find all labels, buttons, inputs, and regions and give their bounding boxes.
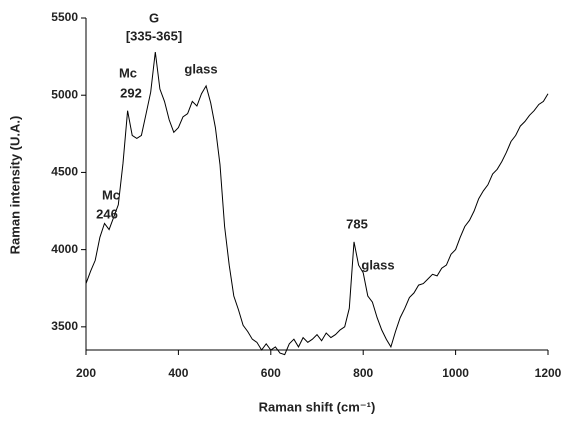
x-tick-label: 1200: [535, 366, 562, 380]
y-tick-label: 4500: [51, 165, 78, 179]
x-tick-label: 1000: [442, 366, 469, 380]
x-tick-label: 800: [353, 366, 373, 380]
annotation: [335-365]: [126, 28, 182, 43]
annotation: 246: [96, 206, 118, 221]
y-tick-label: 5500: [51, 10, 78, 24]
annotation: 785: [346, 216, 368, 231]
y-axis-title: Raman intensity (U.A.): [7, 116, 22, 255]
annotation: 292: [120, 85, 142, 100]
x-axis-title: Raman shift (cm⁻¹): [259, 399, 376, 414]
y-tick-label: 4000: [51, 242, 78, 256]
annotation: Mc: [119, 65, 137, 80]
annotation: Mc: [102, 187, 120, 202]
x-tick-label: 600: [261, 366, 281, 380]
spectrum-line: [85, 51, 549, 356]
annotation: glass: [184, 61, 217, 76]
y-tick-label: 3500: [51, 319, 78, 333]
x-tick-label: 200: [76, 366, 96, 380]
annotation: glass: [361, 257, 394, 272]
y-tick-label: 5000: [51, 87, 78, 101]
x-tick-label: 400: [168, 366, 188, 380]
annotation: G: [149, 10, 159, 25]
